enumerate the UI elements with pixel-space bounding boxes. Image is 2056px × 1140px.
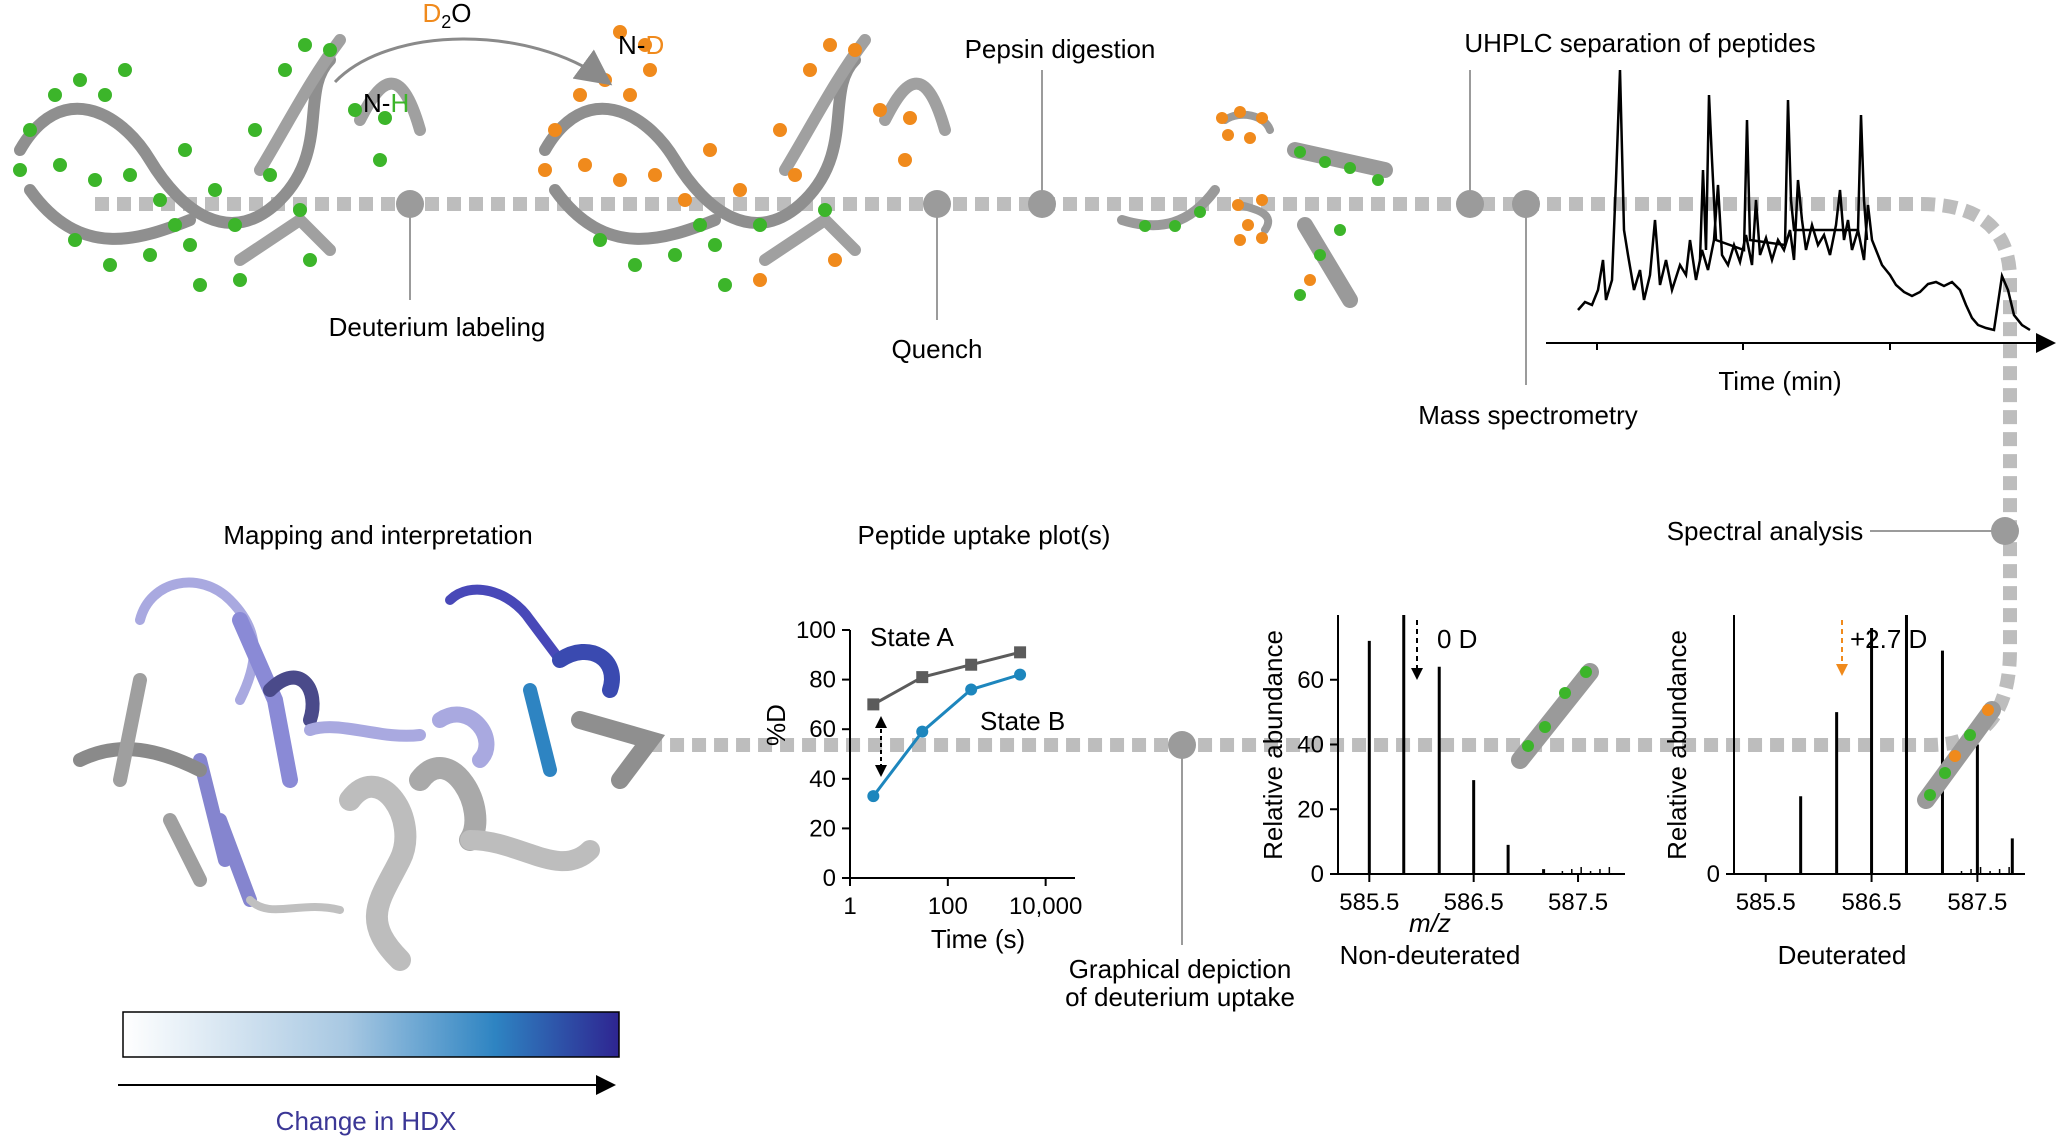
spectrum-ytick-label: 0 xyxy=(1707,861,1720,888)
uptake-plot: 0 20 40 60 80 100 1 100 10,000 %D Time (s) Stat… xyxy=(761,617,1082,954)
spectrum-non-deuterated: Relative abundance 0 20 40 60 585.5 586.5 587… xyxy=(1258,615,1625,970)
spectrum-deuterated: Relative abundance 0 585.5 586.5 587.5 +2.… xyxy=(1662,615,2025,970)
spectrum-ytick-label: 20 xyxy=(1297,796,1324,823)
spectrum-xtick-label: 586.5 xyxy=(1444,889,1504,916)
nondeut-shift-label: 0 D xyxy=(1437,624,1477,654)
uptake-series-line-1 xyxy=(872,673,1021,798)
uptake-ylabel: %D xyxy=(761,704,791,746)
nondeut-peptide-helix xyxy=(1511,663,1599,769)
node-quench xyxy=(923,190,951,218)
uptake-xlabel: Time (s) xyxy=(931,924,1025,954)
spectrum-ytick-label: 40 xyxy=(1297,732,1324,759)
uptake-xtick-label: 100 xyxy=(928,893,968,920)
state-a-label: State A xyxy=(870,622,954,652)
nh-label: N-H xyxy=(363,88,409,118)
uptake-ytick-label: 100 xyxy=(796,617,836,644)
uptake-point-state-b xyxy=(867,790,880,803)
node-deuterium-labeling xyxy=(396,190,424,218)
node-pepsin-digestion xyxy=(1028,190,1056,218)
spectrum-xtick-label: 587.5 xyxy=(1548,889,1608,916)
protein-structure-nd xyxy=(538,25,951,292)
uptake-plot-title: Peptide uptake plot(s) xyxy=(858,520,1111,550)
mass-spectrometry-label: Mass spectrometry xyxy=(1418,400,1638,430)
graphical-depiction-node xyxy=(1168,731,1196,945)
workflow-pipeline xyxy=(95,197,2017,752)
protein-structure-nh xyxy=(13,34,426,292)
deuterium-labeling-label: Deuterium labeling xyxy=(329,312,546,342)
uptake-point-state-a xyxy=(965,658,978,671)
uptake-xtick-label: 10,000 xyxy=(1009,893,1082,920)
graphical-depiction-line1: Graphical depiction xyxy=(1069,954,1292,984)
peptide-fragments xyxy=(1117,106,1393,308)
uptake-series-line-0 xyxy=(872,650,1021,706)
uptake-point-state-b xyxy=(1014,668,1027,681)
nd-green-dots xyxy=(593,203,832,292)
uptake-ytick-label: 80 xyxy=(809,667,836,694)
nondeut-xlabel: m/z xyxy=(1409,908,1451,938)
nondeut-ylabel: Relative abundance xyxy=(1258,630,1288,860)
quench-label: Quench xyxy=(891,334,982,364)
state-b-label: State B xyxy=(980,706,1065,736)
spectrum-xtick-label: 587.5 xyxy=(1947,889,2007,916)
d2o-label: D2O xyxy=(422,0,471,32)
spectral-analysis-node xyxy=(1870,517,2019,545)
spectrum-ytick-label: 60 xyxy=(1297,667,1324,694)
uptake-point-state-b xyxy=(916,725,929,738)
protein-structure-mapped xyxy=(73,577,666,971)
node-mass-spectrometry xyxy=(1512,190,1540,218)
uptake-point-state-a xyxy=(1014,646,1027,659)
spectrum-xtick-label: 585.5 xyxy=(1736,889,1796,916)
uptake-point-state-b xyxy=(965,683,978,696)
uptake-ytick-label: 40 xyxy=(809,766,836,793)
deut-shift-label: +2.7 D xyxy=(1850,624,1927,654)
spectrum-xtick-label: 586.5 xyxy=(1842,889,1902,916)
time-min-axis-label: Time (min) xyxy=(1718,366,1841,396)
deut-ylabel: Relative abundance xyxy=(1662,630,1692,860)
spectral-analysis-label: Spectral analysis xyxy=(1667,516,1864,546)
hdx-color-scale: Change in HDX xyxy=(118,1011,620,1136)
spectrum-ytick-label: 0 xyxy=(1311,861,1324,888)
nh-green-dots xyxy=(13,38,392,292)
uptake-ytick-label: 60 xyxy=(809,716,836,743)
uhplc-label: UHPLC separation of peptides xyxy=(1464,28,1815,58)
uhplc-chromatogram: Time (min) xyxy=(1546,69,2056,396)
pepsin-digestion-label: Pepsin digestion xyxy=(965,34,1156,64)
mapping-label: Mapping and interpretation xyxy=(223,520,532,550)
node-uhplc xyxy=(1456,190,1484,218)
uptake-ytick-label: 20 xyxy=(809,815,836,842)
deut-peptide-helix xyxy=(1917,701,2001,809)
change-in-hdx-label: Change in HDX xyxy=(276,1106,457,1136)
top-stage-nodes xyxy=(396,70,1540,385)
uptake-ytick-label: 0 xyxy=(823,865,836,892)
uptake-point-state-a xyxy=(916,671,929,684)
nd-label: N-D xyxy=(618,30,664,60)
nondeut-caption: Non-deuterated xyxy=(1340,940,1521,970)
uptake-xtick-label: 1 xyxy=(843,893,856,920)
uptake-point-state-a xyxy=(867,698,880,711)
graphical-depiction-line2: of deuterium uptake xyxy=(1065,982,1295,1012)
deut-caption: Deuterated xyxy=(1778,940,1907,970)
spectrum-xtick-label: 585.5 xyxy=(1339,889,1399,916)
d2o-transfer-arrow: D2O N-H N-D xyxy=(333,0,664,118)
